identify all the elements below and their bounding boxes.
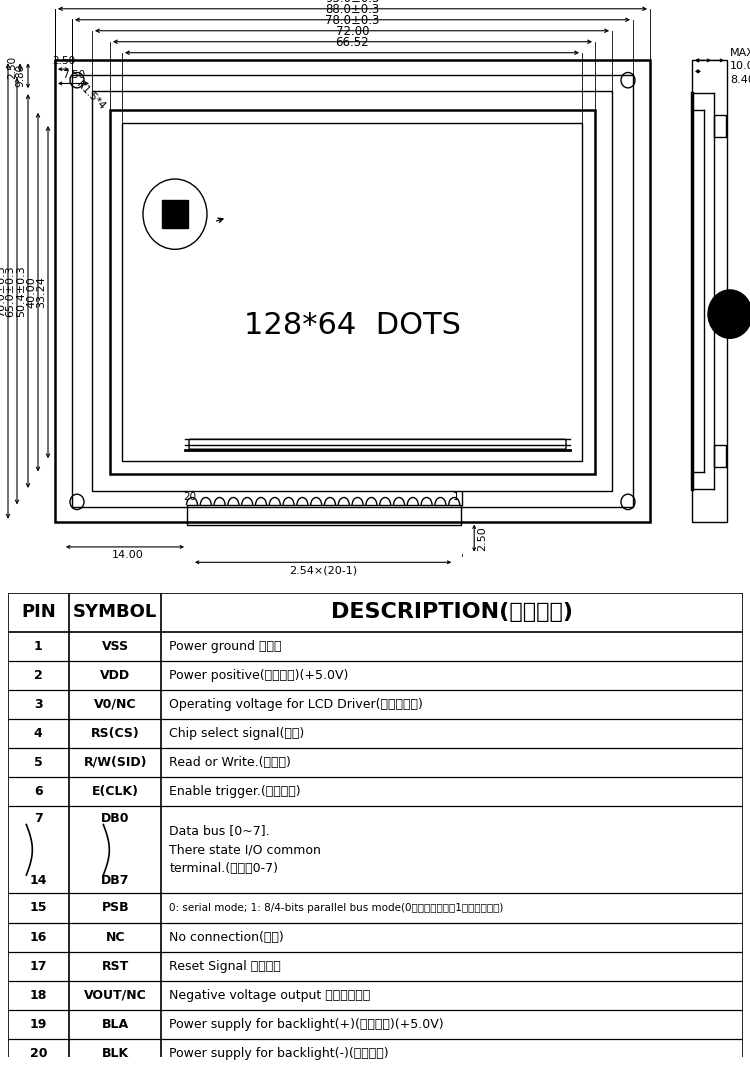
Text: Reset Signal （复位）: Reset Signal （复位）	[170, 960, 281, 973]
Text: 15: 15	[29, 901, 47, 914]
Bar	[110, 110, 595, 474]
Text: 88.0±0.3: 88.0±0.3	[326, 3, 380, 16]
FancyBboxPatch shape	[189, 439, 566, 450]
Text: 50.4±0.3: 50.4±0.3	[16, 265, 26, 317]
Text: E(CLK): E(CLK)	[92, 785, 139, 798]
Text: Operating voltage for LCD Driver(对比度调节): Operating voltage for LCD Driver(对比度调节)	[170, 697, 423, 711]
Text: 5: 5	[34, 756, 43, 769]
Text: 20: 20	[29, 1047, 47, 1061]
Text: 16: 16	[29, 930, 47, 944]
Text: VOUT/NC: VOUT/NC	[84, 989, 147, 1002]
Text: 2.50: 2.50	[7, 56, 17, 79]
Text: 3: 3	[34, 697, 43, 711]
Text: PSB: PSB	[101, 901, 129, 914]
Text: 2.54×(20-1): 2.54×(20-1)	[289, 566, 357, 576]
Text: 9.80: 9.80	[15, 64, 25, 88]
Text: 17: 17	[29, 960, 47, 973]
Text: 10.00: 10.00	[730, 61, 750, 72]
Text: 70.0±0.3: 70.0±0.3	[0, 265, 6, 317]
Text: 19: 19	[29, 1018, 47, 1031]
Text: 14.00: 14.00	[112, 550, 143, 561]
Text: Negative voltage output （正压输出）: Negative voltage output （正压输出）	[170, 989, 370, 1002]
Text: 40.00: 40.00	[26, 277, 36, 308]
Text: 72.00: 72.00	[336, 26, 369, 38]
Text: Power supply for backlight(+)(背光正极)(+5.0V): Power supply for backlight(+)(背光正极)(+5.0…	[170, 1018, 444, 1031]
Text: BLA: BLA	[102, 1018, 129, 1031]
Text: 33.24: 33.24	[36, 277, 46, 308]
Text: 128*64  DOTS: 128*64 DOTS	[244, 311, 460, 340]
Bar	[162, 200, 188, 229]
Text: 8.40: 8.40	[730, 75, 750, 84]
Text: R1.5*4: R1.5*4	[75, 79, 107, 111]
Text: Chip select signal(片选): Chip select signal(片选)	[170, 727, 304, 740]
Text: 20: 20	[184, 492, 196, 502]
Text: 2.50: 2.50	[52, 56, 75, 66]
Text: VSS: VSS	[102, 640, 129, 653]
Text: MAX12.5: MAX12.5	[730, 48, 750, 58]
Bar	[72, 75, 633, 507]
Bar	[714, 444, 726, 467]
Text: Power positive(逻辑电压)(+5.0V): Power positive(逻辑电压)(+5.0V)	[170, 669, 349, 681]
Text: 4: 4	[34, 727, 43, 740]
Text: R/W(SID): R/W(SID)	[83, 756, 147, 769]
Text: 65.0±0.3: 65.0±0.3	[5, 265, 15, 317]
Text: RST: RST	[102, 960, 129, 973]
Text: 6: 6	[34, 785, 43, 798]
Bar	[714, 115, 726, 138]
Text: No connection(空脚): No connection(空脚)	[170, 930, 284, 944]
Text: 2: 2	[34, 669, 43, 681]
Text: 0: serial mode; 1: 8/4-bits parallel bus mode(0：低电位串口，1：高电位并口): 0: serial mode; 1: 8/4-bits parallel bus…	[170, 902, 504, 913]
Bar	[55, 61, 650, 521]
Text: V0/NC: V0/NC	[94, 697, 136, 711]
Text: SYMBOL: SYMBOL	[74, 603, 158, 622]
Bar	[692, 61, 727, 521]
Text: DB7: DB7	[101, 875, 130, 888]
Bar	[187, 505, 461, 525]
Text: Power ground （地）: Power ground （地）	[170, 640, 282, 653]
Text: DESCRIPTION(定义描述): DESCRIPTION(定义描述)	[331, 602, 573, 623]
Text: Read or Write.(写数据): Read or Write.(写数据)	[170, 756, 291, 769]
Text: 93.0±0.3: 93.0±0.3	[326, 0, 380, 5]
Text: VDD: VDD	[100, 669, 130, 681]
Text: Data bus [0~7].
There state I/O common
terminal.(数据线0-7): Data bus [0~7]. There state I/O common t…	[170, 824, 321, 876]
Text: 1: 1	[34, 640, 43, 653]
Text: PIN: PIN	[21, 603, 56, 622]
Text: NC: NC	[106, 930, 125, 944]
Text: Enable trigger.(使能信号): Enable trigger.(使能信号)	[170, 785, 301, 798]
Text: 18: 18	[29, 989, 47, 1002]
Text: DB0: DB0	[101, 813, 130, 826]
Text: 2.50: 2.50	[477, 525, 488, 550]
Circle shape	[708, 289, 750, 339]
Text: 7: 7	[34, 813, 43, 826]
Bar	[92, 91, 612, 491]
Text: 78.0±0.3: 78.0±0.3	[325, 15, 380, 28]
Text: RS(CS): RS(CS)	[91, 727, 140, 740]
Text: 7.50: 7.50	[62, 70, 85, 80]
Text: 66.52: 66.52	[335, 36, 369, 49]
Text: BLK: BLK	[102, 1047, 129, 1061]
Text: 14: 14	[29, 875, 47, 888]
Text: 1: 1	[453, 492, 460, 502]
Text: Power supply for backlight(-)(背光负极): Power supply for backlight(-)(背光负极)	[170, 1047, 389, 1061]
Bar	[122, 123, 582, 461]
